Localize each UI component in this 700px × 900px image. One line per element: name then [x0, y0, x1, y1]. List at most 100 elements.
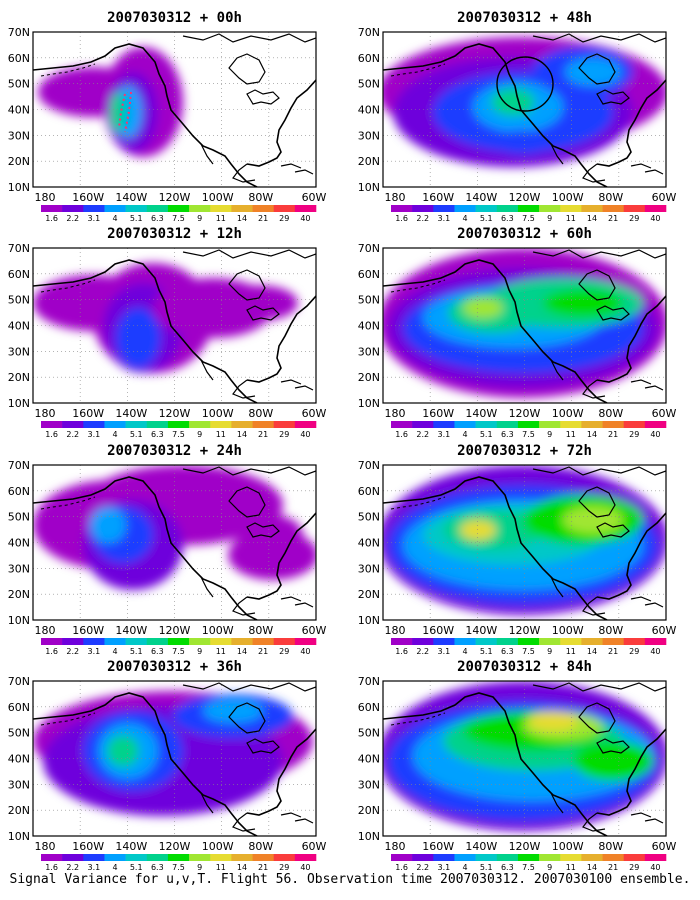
- colorbar-swatch: [539, 205, 561, 212]
- lat-tick-label: 70N: [358, 26, 380, 39]
- lon-tick-label: 100W: [552, 407, 584, 420]
- lat-tick-label: 40N: [8, 320, 30, 333]
- colorbar-label: 5.1: [130, 430, 143, 439]
- colorbar-label: 29: [279, 647, 289, 656]
- colorbar-swatch: [560, 205, 582, 212]
- lat-tick-label: 60N: [8, 52, 30, 65]
- colorbar-swatch: [231, 854, 253, 861]
- lat-tick-label: 40N: [358, 537, 380, 550]
- lon-tick-label: 80W: [598, 840, 623, 853]
- map-area: [33, 465, 316, 620]
- panel-title: 2007030312 + 12h: [107, 226, 242, 242]
- colorbar-label: 1.6: [45, 647, 58, 656]
- map-frame: [382, 680, 667, 837]
- lat-tick-label: 10N: [358, 397, 380, 410]
- colorbar-swatch: [644, 638, 667, 645]
- colorbar-swatch: [167, 854, 190, 861]
- lon-tick-label: 180: [35, 624, 56, 637]
- colorbar-label: 5.1: [480, 430, 493, 439]
- colorbar-swatch: [581, 205, 603, 212]
- lon-tick-label: 160W: [72, 840, 104, 853]
- colorbar-swatch: [273, 638, 296, 645]
- colorbar-swatch: [602, 638, 624, 645]
- colorbar-label: 4: [112, 863, 117, 872]
- map-frame: [32, 680, 317, 837]
- colorbar-label: 40: [650, 214, 660, 223]
- colorbar-label: 11: [216, 430, 226, 439]
- map-area: [33, 248, 316, 403]
- lon-tick-label: 80W: [248, 407, 273, 420]
- panel-title: 2007030312 + 36h: [107, 659, 242, 675]
- map-panel: 2007030312 + 84h 10N 20N 30N 40N 50N 60N 70N 180…: [358, 659, 677, 872]
- colorbar-swatch: [454, 854, 476, 861]
- lat-tick-label: 10N: [8, 830, 30, 843]
- colorbar-swatch: [231, 421, 253, 428]
- colorbar-label: 4: [112, 214, 117, 223]
- colorbar-label: 5.1: [130, 647, 143, 656]
- lon-tick-label: 60W: [302, 624, 327, 637]
- colorbar-swatch: [602, 205, 624, 212]
- colorbar-label: 1.6: [395, 214, 408, 223]
- colorbar-swatch: [412, 638, 434, 645]
- map-panel: 2007030312 + 12h 10N 20N 30N 40N 50N 60N 70N 180…: [8, 226, 327, 439]
- colorbar-swatch: [644, 421, 667, 428]
- lat-tick-label: 30N: [8, 778, 30, 791]
- variance-contour: [543, 289, 623, 317]
- lon-tick-label: 140W: [115, 191, 147, 204]
- colorbar-swatch: [83, 854, 105, 861]
- lon-tick-label: 60W: [652, 191, 677, 204]
- colorbar-label: 2.2: [416, 647, 429, 656]
- variance-field: [33, 465, 316, 590]
- colorbar-label: 11: [566, 430, 576, 439]
- colorbar-swatch: [433, 421, 455, 428]
- map-area: [383, 248, 666, 403]
- lat-tick-label: 20N: [8, 588, 30, 601]
- colorbar-swatch: [412, 421, 434, 428]
- lat-tick-label: 30N: [358, 129, 380, 142]
- lon-tick-label: 60W: [302, 840, 327, 853]
- colorbar-swatch: [560, 421, 582, 428]
- variance-contour: [463, 298, 503, 318]
- colorbar-swatch: [644, 205, 667, 212]
- variance-contour: [110, 92, 126, 132]
- lat-tick-label: 60N: [358, 268, 380, 281]
- colorbar-label: 6.3: [501, 863, 514, 872]
- lon-tick-label: 140W: [465, 840, 497, 853]
- lon-tick-label: 160W: [422, 407, 454, 420]
- map-panel: 2007030312 + 36h 10N 20N 30N 40N 50N 60N 70N 180…: [8, 659, 327, 872]
- lon-tick-label: 140W: [465, 407, 497, 420]
- lat-tick-label: 70N: [358, 675, 380, 688]
- colorbar-label: 2.2: [416, 214, 429, 223]
- colorbar-swatch: [231, 205, 253, 212]
- colorbar-swatch: [517, 205, 540, 212]
- colorbar-label: 14: [237, 430, 247, 439]
- lon-tick-label: 180: [385, 840, 406, 853]
- colorbar-label: 1.6: [395, 863, 408, 872]
- colorbar-label: 14: [237, 214, 247, 223]
- colorbar-swatch: [391, 205, 413, 212]
- lat-tick-label: 60N: [358, 52, 380, 65]
- map-panel: 2007030312 + 24h 10N 20N 30N 40N 50N 60N 70N 180…: [8, 443, 327, 656]
- colorbar-swatch: [539, 638, 561, 645]
- lat-tick-label: 50N: [358, 511, 380, 524]
- lat-tick-label: 20N: [8, 155, 30, 168]
- colorbar-label: 21: [258, 863, 268, 872]
- colorbar-label: 14: [587, 647, 597, 656]
- colorbar-swatch: [560, 638, 582, 645]
- panel-title: 2007030312 + 84h: [457, 659, 592, 675]
- lon-tick-label: 100W: [202, 840, 234, 853]
- lat-tick-label: 30N: [8, 345, 30, 358]
- colorbar-label: 11: [216, 214, 226, 223]
- lat-tick-label: 10N: [358, 830, 380, 843]
- colorbar-swatch: [167, 638, 190, 645]
- colorbar-swatch: [623, 205, 646, 212]
- lon-tick-label: 80W: [248, 624, 273, 637]
- map-area: [33, 32, 316, 187]
- colorbar-swatch: [146, 205, 169, 212]
- colorbar-label: 4: [112, 647, 117, 656]
- colorbar-swatch: [294, 638, 317, 645]
- lon-tick-label: 160W: [72, 624, 104, 637]
- colorbar-label: 2.2: [66, 430, 79, 439]
- colorbar-label: 6.3: [151, 863, 164, 872]
- colorbar-swatch: [125, 638, 148, 645]
